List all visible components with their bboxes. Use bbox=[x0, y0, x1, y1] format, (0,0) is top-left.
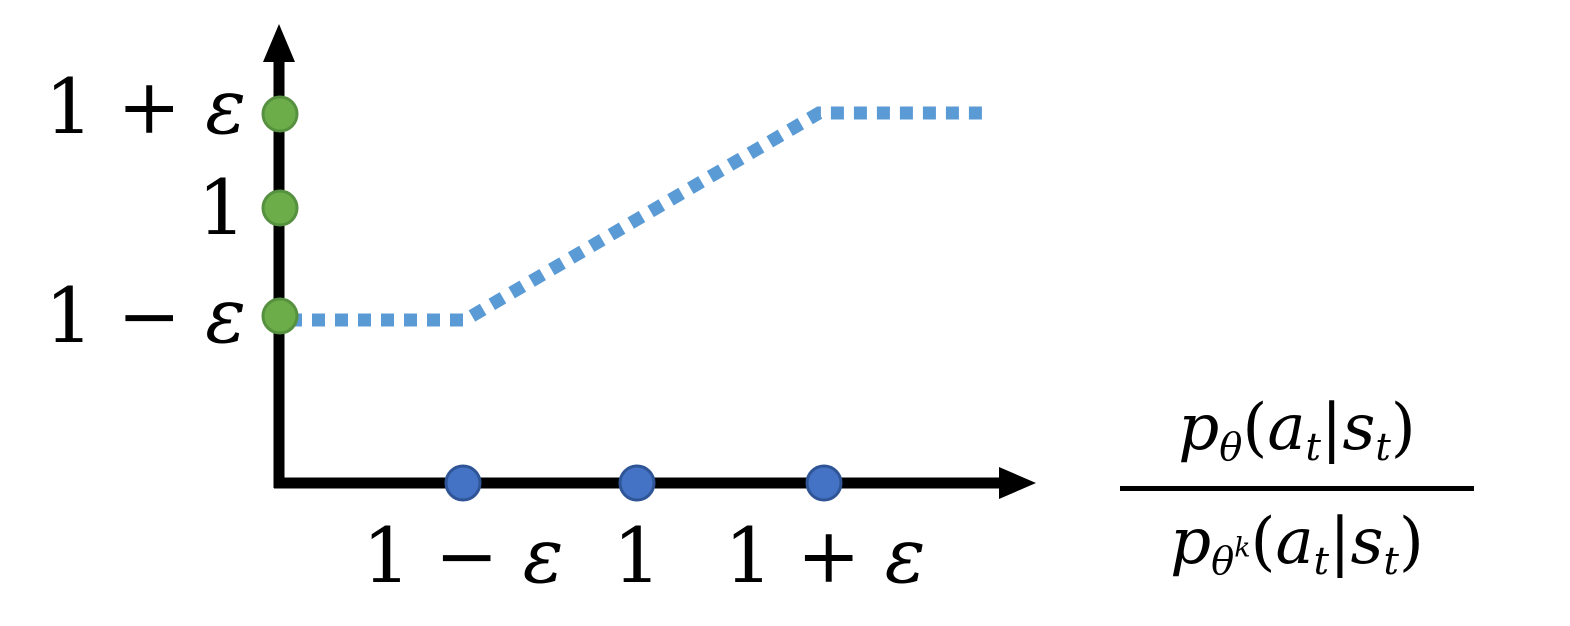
t-symbol: t bbox=[1375, 424, 1391, 470]
pipe-symbol: | bbox=[1329, 505, 1351, 579]
t-subscript: t bbox=[1375, 425, 1390, 470]
epsilon-symbol: ε bbox=[205, 62, 246, 151]
x-axis-marker-dots bbox=[444, 464, 843, 502]
x-tick-1-minus-eps: 1 − ε bbox=[333, 516, 593, 596]
fraction-bar bbox=[1120, 486, 1474, 491]
y-tick-1-plus-eps: 1 + ε bbox=[26, 67, 246, 147]
epsilon-symbol: ε bbox=[205, 271, 246, 360]
y-tick-text: 1 − bbox=[44, 271, 206, 360]
x-tick-text: 1 − bbox=[362, 511, 523, 600]
theta-k-subscript: θk bbox=[1211, 534, 1250, 584]
y-marker-dot-1-plus-eps bbox=[261, 95, 299, 133]
k-symbol: k bbox=[1234, 532, 1251, 564]
p-symbol: p bbox=[1178, 391, 1220, 465]
y-tick-1: 1 bbox=[26, 168, 246, 248]
y-tick-text: 1 bbox=[197, 163, 246, 252]
open-paren: ( bbox=[1242, 391, 1268, 465]
close-paren: ) bbox=[1390, 391, 1416, 465]
x-marker-dot-1-minus-eps bbox=[444, 464, 482, 502]
pipe-symbol: | bbox=[1320, 391, 1343, 465]
theta-symbol: θ bbox=[1211, 538, 1235, 584]
x-marker-dot-1-plus-eps bbox=[805, 464, 843, 502]
epsilon-symbol: ε bbox=[522, 511, 564, 600]
x-marker-dot-1 bbox=[618, 464, 656, 502]
x-tick-text: 1 bbox=[612, 511, 662, 600]
t-symbol: t bbox=[1313, 538, 1330, 584]
t-subscript: t bbox=[1314, 539, 1329, 584]
y-axis bbox=[263, 24, 295, 488]
a-symbol: a bbox=[1267, 391, 1306, 465]
k-superscript: k bbox=[1234, 532, 1250, 563]
t-subscript: t bbox=[1305, 425, 1320, 470]
x-tick-1-plus-eps: 1 + ε bbox=[695, 516, 955, 596]
x-tick-1: 1 bbox=[507, 516, 767, 596]
s-symbol: s bbox=[1342, 391, 1376, 465]
y-marker-dot-1 bbox=[261, 189, 299, 227]
theta-subscript: θ bbox=[1219, 425, 1242, 470]
y-marker-dot-1-minus-eps bbox=[261, 297, 299, 335]
epsilon-symbol: ε bbox=[884, 511, 926, 600]
p-symbol: p bbox=[1170, 505, 1212, 579]
t-symbol: t bbox=[1305, 424, 1321, 470]
t-subscript: t bbox=[1383, 539, 1398, 584]
ratio-label-denominator: pθk(at|st) bbox=[1106, 498, 1488, 586]
open-paren: ( bbox=[1250, 505, 1276, 579]
theta-symbol: θ bbox=[1219, 424, 1243, 470]
close-paren: ) bbox=[1398, 505, 1424, 579]
clipped-ratio-curve bbox=[289, 106, 986, 327]
y-tick-text: 1 + bbox=[44, 62, 206, 151]
t-symbol: t bbox=[1383, 538, 1399, 584]
x-tick-text: 1 + bbox=[724, 511, 885, 600]
y-tick-1-minus-eps: 1 − ε bbox=[26, 276, 246, 356]
y-axis-marker-dots bbox=[261, 95, 299, 335]
ratio-label-numerator: pθ(at|st) bbox=[1106, 384, 1488, 472]
a-symbol: a bbox=[1275, 505, 1314, 579]
x-axis-arrowhead-icon bbox=[999, 467, 1036, 499]
y-axis-arrowhead-icon bbox=[263, 24, 295, 62]
s-symbol: s bbox=[1350, 505, 1384, 579]
